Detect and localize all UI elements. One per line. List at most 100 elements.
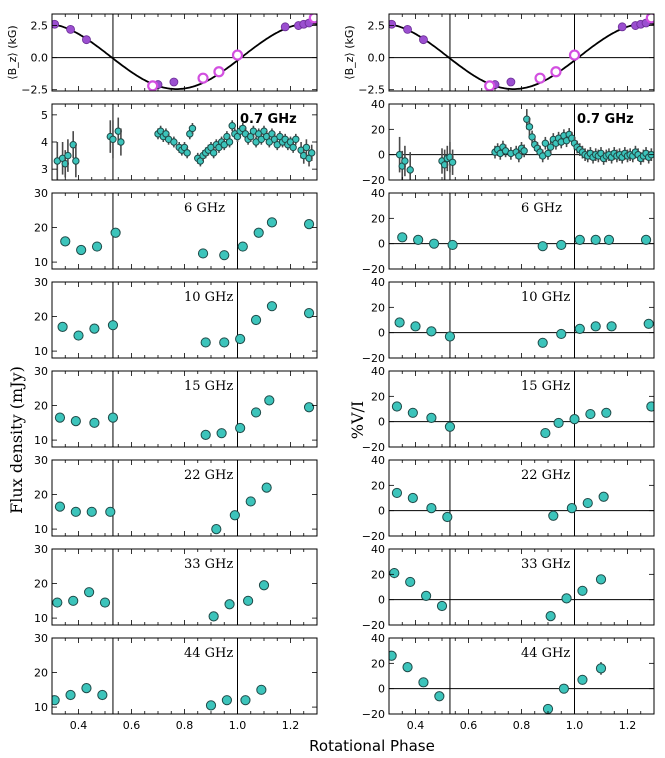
y-tick-label: 2.5 — [31, 20, 49, 33]
data-point-8 — [601, 407, 612, 418]
bz-point-5 — [280, 22, 290, 32]
bz-model-curve — [389, 22, 654, 90]
panel-right-7: −20 0 20 40 0.4 0.6 0.8 1.0 1.2 44 GHz — [362, 632, 655, 732]
data-point-9 — [303, 218, 315, 230]
panel-right-3: −20 0 20 40 10 GHz — [362, 276, 655, 365]
panel-plot-area — [53, 104, 316, 180]
data-point-2 — [401, 157, 409, 165]
data-point-5 — [221, 695, 232, 706]
y-tick-label: 30 — [34, 543, 48, 556]
y-tick-label: 40 — [371, 632, 385, 645]
y-tick-label: 30 — [34, 365, 48, 378]
panel-plot-area — [52, 549, 270, 625]
data-point-2 — [84, 587, 95, 598]
panel-left-3: 10 20 30 10 GHz — [34, 276, 318, 359]
data-point-6 — [574, 323, 585, 334]
y-tick-label: 0 — [378, 594, 385, 607]
y-tick-label: 40 — [371, 276, 385, 289]
panel-left-6: 10 20 30 33 GHz — [34, 543, 318, 626]
panel-plot-area — [57, 282, 315, 358]
data-point-1 — [413, 234, 424, 245]
data-point-5 — [558, 683, 570, 694]
data-point-7 — [590, 321, 601, 332]
panel-plot-area — [52, 14, 317, 91]
bz-open-point-3 — [568, 49, 581, 61]
y-tick-label: −20 — [362, 530, 385, 543]
panel-right-6: −20 0 20 40 33 GHz — [362, 543, 655, 632]
data-point-6 — [235, 333, 246, 345]
data-point-59 — [292, 135, 300, 143]
x-tick-label: 1.0 — [566, 719, 584, 732]
data-point-4 — [548, 510, 559, 521]
data-point-4 — [200, 429, 211, 441]
data-point-0 — [57, 321, 68, 333]
data-point-5 — [553, 417, 564, 429]
panel-label: 10 GHz — [521, 290, 570, 305]
bz-open-point-0 — [484, 80, 496, 91]
panel-label: 6 GHz — [184, 201, 225, 216]
y-tick-label: 20 — [34, 489, 48, 502]
data-point-0 — [391, 487, 403, 499]
panel-left-7: 10 20 30 0.4 0.6 0.8 1.0 1.2 44 GHz — [34, 632, 318, 732]
panel-label: 0.7 GHz — [240, 112, 297, 127]
bz-point-2 — [82, 35, 91, 45]
panel-frame — [51, 13, 318, 92]
y-tick-label: 0 — [378, 238, 385, 251]
data-point-7 — [250, 407, 262, 418]
x-axis-label: Rotational Phase — [309, 737, 435, 755]
panel-plot-area — [52, 638, 267, 714]
panel-label: 15 GHz — [184, 379, 233, 394]
data-point-5 — [216, 428, 227, 439]
data-point-3 — [442, 511, 453, 523]
y-tick-label: 20 — [34, 400, 48, 413]
data-point-6 — [243, 595, 254, 606]
bz-open-point-4 — [308, 14, 317, 24]
y-tick-label: 20 — [371, 657, 385, 670]
y-tick-label: 0 — [378, 683, 385, 696]
data-point-1 — [68, 595, 79, 606]
data-point-8 — [266, 217, 278, 228]
bz-open-point-3 — [231, 49, 244, 61]
panel-right-1: −20 0 20 40 0.7 GHz — [362, 98, 655, 187]
data-point-4 — [537, 337, 548, 348]
y-tick-label: 30 — [34, 187, 48, 200]
bz-open-point-0 — [147, 80, 159, 91]
y-tick-label: 0 — [378, 505, 385, 518]
data-point-4 — [537, 241, 548, 252]
y-tick-label: 30 — [34, 632, 48, 645]
bz-point-1 — [403, 24, 412, 34]
data-point-6 — [240, 695, 251, 706]
data-point-28 — [209, 149, 218, 157]
bz-point-5 — [617, 22, 627, 32]
panel-plot-area — [389, 14, 654, 91]
y-tick-label: 10 — [34, 434, 48, 447]
y-tick-label: 40 — [371, 454, 385, 467]
data-point-3 — [434, 691, 445, 702]
data-point-2 — [91, 241, 103, 252]
data-point-6 — [574, 234, 585, 245]
data-point-21 — [528, 133, 536, 141]
data-point-19 — [183, 149, 191, 157]
data-point-7 — [256, 684, 267, 695]
data-point-35 — [228, 122, 236, 130]
data-point-1 — [70, 415, 81, 427]
y-tick-label: 20 — [371, 212, 385, 225]
data-point-34 — [225, 138, 234, 146]
y-tick-label: −2.5 — [21, 84, 48, 97]
data-point-26 — [541, 139, 550, 147]
data-point-6 — [237, 241, 248, 252]
panel-left-4: 10 20 30 15 GHz — [34, 365, 318, 448]
data-point-3 — [99, 597, 111, 608]
x-tick-label: 0.8 — [513, 719, 531, 732]
data-point-7 — [595, 663, 607, 674]
y-tick-label: 40 — [371, 98, 385, 111]
data-point-4 — [197, 248, 209, 259]
panel-label: 10 GHz — [184, 290, 233, 305]
data-point-3 — [436, 600, 448, 612]
panel-label: 44 GHz — [521, 646, 570, 661]
panel-plot-area — [389, 282, 654, 358]
data-point-5 — [561, 593, 572, 604]
data-point-9 — [303, 307, 315, 319]
x-tick-label: 0.6 — [123, 719, 141, 732]
